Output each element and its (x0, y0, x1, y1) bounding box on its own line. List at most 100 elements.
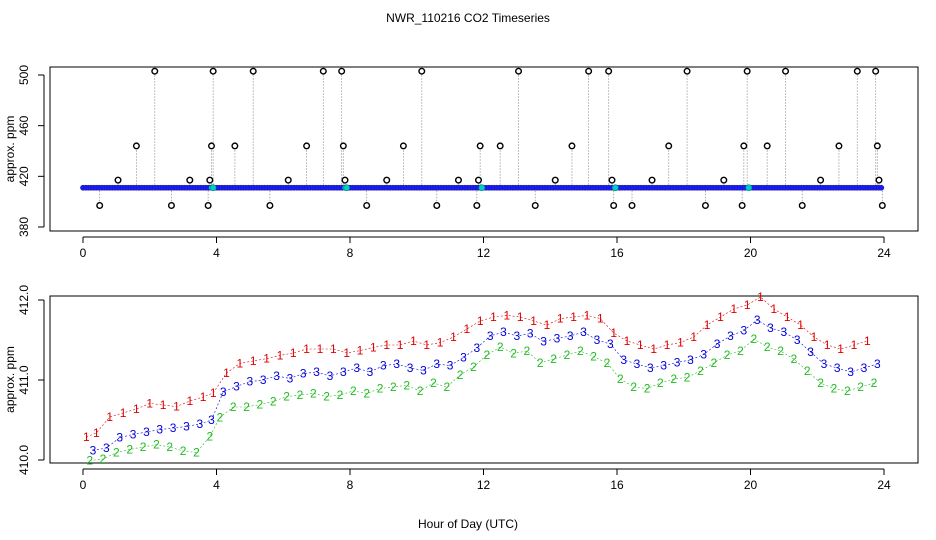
series-3-point: 3 (660, 359, 667, 373)
series-3-point: 3 (554, 331, 561, 345)
series-2-point: 2 (457, 368, 464, 382)
series-1-point: 1 (851, 338, 858, 352)
series-2-point: 2 (871, 376, 878, 390)
spike-point (763, 142, 771, 150)
series-2-point: 2 (483, 348, 490, 362)
series-2-point: 2 (166, 440, 173, 454)
series-3-point: 3 (183, 419, 190, 433)
y-tick-label: 411.0 (17, 365, 31, 394)
spike-point (473, 201, 481, 209)
spike-point (96, 201, 104, 209)
spike-point (798, 201, 806, 209)
series-3-point: 3 (754, 313, 761, 327)
series-2-point: 2 (126, 442, 133, 456)
series-1-point: 1 (597, 312, 604, 326)
y-tick-label: 460 (17, 115, 31, 135)
series-3-point: 3 (273, 369, 280, 383)
spike-point (720, 176, 728, 184)
spike-point (817, 176, 825, 184)
series-3-point: 3 (767, 321, 774, 335)
y-tick-label: 420 (17, 166, 31, 186)
series-1-point: 1 (370, 340, 377, 354)
series-3-point: 3 (116, 431, 123, 445)
spike-point (782, 67, 790, 75)
calibration-point (745, 184, 753, 192)
series-2-point: 2 (443, 380, 450, 394)
series-2-point: 2 (524, 344, 531, 358)
series-2-point: 2 (791, 352, 798, 366)
series-1-point: 1 (637, 338, 644, 352)
series-1-point: 1 (610, 326, 617, 340)
series-1-point: 1 (106, 410, 113, 424)
series-3-point: 3 (580, 325, 587, 339)
series-2-point: 2 (857, 380, 864, 394)
series-2-point: 2 (844, 384, 851, 398)
series-1-point: 1 (757, 290, 764, 304)
x-tick-label: 16 (610, 246, 624, 260)
spike-point (496, 142, 504, 150)
x-tick-label: 8 (347, 246, 354, 260)
spike-point (683, 67, 691, 75)
series-1-point: 1 (437, 336, 444, 350)
x-axis-label: Hour of Day (UTC) (418, 517, 518, 531)
spike-point (186, 176, 194, 184)
top-panel: 0 4 8 12 16 20 24 380 420 460 500 approx. ppm (3, 65, 919, 260)
series-3-point: 3 (380, 359, 387, 373)
spike-point (266, 201, 274, 209)
series-1-point: 1 (624, 334, 631, 348)
spike-point (585, 67, 593, 75)
series-2-point: 2 (230, 400, 237, 414)
series-2-point: 2 (670, 372, 677, 386)
series-3-point: 3 (861, 361, 868, 375)
spike-point (551, 176, 559, 184)
series-1-point: 1 (263, 352, 270, 366)
series-1-point: 1 (463, 322, 470, 336)
figure-title: NWR_110216 CO2 Timeseries (386, 11, 550, 25)
series-2-point: 2 (100, 452, 107, 466)
series-2-point: 2 (550, 352, 557, 366)
spike-point (433, 201, 441, 209)
spike-point (665, 142, 673, 150)
series-2-point: 2 (764, 340, 771, 354)
spike-point (608, 176, 616, 184)
series-3-point: 3 (90, 443, 97, 457)
series-2-point: 2 (193, 446, 200, 460)
series-1-point: 1 (744, 298, 751, 312)
baseline-point (878, 184, 885, 191)
series-1-point: 1 (250, 354, 257, 368)
spike-point (740, 142, 748, 150)
series-3-point: 3 (287, 371, 294, 385)
x-tick-label: 20 (744, 246, 758, 260)
series-2-point: 2 (604, 356, 611, 370)
series-2-point: 2 (377, 382, 384, 396)
series-3-point: 3 (233, 379, 240, 393)
spike-point (476, 142, 484, 150)
series-3-point: 3 (634, 357, 641, 371)
spike-point (383, 176, 391, 184)
series-1-point: 1 (303, 342, 310, 356)
series-3-point: 3 (834, 361, 841, 375)
series-1-point: 1 (93, 426, 100, 440)
x-tick-label: 4 (213, 478, 220, 492)
series-2-point: 2 (470, 360, 477, 374)
series-3-point: 3 (340, 365, 347, 379)
spike-point (531, 201, 539, 209)
series-1-point: 1 (186, 394, 193, 408)
plot-frame (49, 295, 919, 464)
series-1-point: 1 (544, 318, 551, 332)
series-2-point: 2 (737, 344, 744, 358)
spike-point (628, 201, 636, 209)
series-2-point: 2 (617, 372, 624, 386)
series-3-point: 3 (367, 365, 374, 379)
series-3-point: 3 (807, 345, 814, 359)
series-3-point: 3 (674, 355, 681, 369)
series-1-point: 1 (160, 398, 167, 412)
series-2-point: 2 (390, 380, 397, 394)
series-1-point: 1 (664, 338, 671, 352)
series-3-point: 3 (420, 363, 427, 377)
series-2-point: 2 (297, 388, 304, 402)
series-1-point: 1 (784, 310, 791, 324)
series-1-point: 1 (677, 336, 684, 350)
